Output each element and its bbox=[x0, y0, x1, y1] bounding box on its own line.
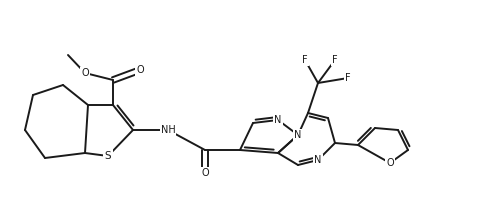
Text: NH: NH bbox=[161, 125, 175, 135]
Text: N: N bbox=[274, 115, 282, 125]
Text: F: F bbox=[302, 55, 308, 65]
Text: O: O bbox=[136, 65, 144, 75]
Text: O: O bbox=[201, 168, 209, 178]
Text: N: N bbox=[315, 155, 322, 165]
Text: F: F bbox=[332, 55, 338, 65]
Text: F: F bbox=[345, 73, 351, 83]
Text: O: O bbox=[81, 68, 89, 78]
Text: S: S bbox=[105, 151, 111, 161]
Text: N: N bbox=[294, 130, 302, 140]
Text: O: O bbox=[386, 158, 394, 168]
